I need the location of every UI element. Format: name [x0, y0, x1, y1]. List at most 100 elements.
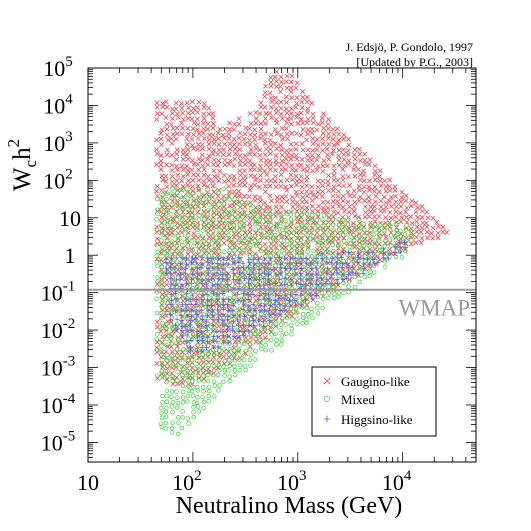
data-point: [361, 222, 367, 227]
data-point: [236, 233, 242, 238]
data-point: [340, 204, 346, 210]
data-point: [210, 359, 216, 365]
data-point: [201, 405, 206, 411]
data-point: [277, 301, 282, 307]
data-point: [165, 207, 171, 213]
data-point: [340, 166, 346, 172]
data-point: [366, 162, 372, 167]
data-point: [170, 378, 175, 384]
data-point: [331, 222, 336, 227]
data-point: [346, 284, 351, 289]
data-point: [257, 221, 262, 227]
data-point: [242, 320, 248, 326]
data-point: [356, 258, 361, 264]
data-point: [194, 116, 200, 122]
data-point: [210, 272, 216, 277]
data-point: [170, 420, 175, 425]
data-point: [399, 189, 405, 195]
data-point: [216, 388, 221, 393]
scatter-points: [154, 69, 450, 437]
data-point: [243, 326, 248, 331]
data-point: [393, 237, 398, 243]
data-point: [238, 158, 244, 164]
data-point: [169, 195, 174, 201]
data-point: [278, 74, 284, 80]
data-point: [334, 270, 340, 276]
data-point: [188, 322, 193, 328]
data-point: [335, 281, 340, 286]
data-point: [189, 388, 195, 394]
data-point: [184, 332, 190, 338]
data-point: [284, 222, 290, 228]
data-point: [288, 212, 293, 217]
data-point: [293, 141, 299, 147]
data-point: [310, 148, 316, 154]
data-point: [220, 266, 226, 271]
data-point: [160, 248, 165, 254]
data-point: [168, 204, 174, 210]
data-point: [256, 267, 262, 272]
data-point: [336, 147, 342, 153]
data-point: [258, 264, 263, 270]
data-point: [357, 242, 363, 248]
data-point: [174, 341, 179, 346]
data-point: [164, 399, 170, 404]
data-point: [273, 281, 278, 286]
data-point: [226, 207, 231, 212]
data-point: [154, 236, 160, 242]
data-point: [236, 357, 242, 362]
data-point: [154, 151, 160, 157]
data-point: [404, 205, 410, 211]
data-point: [309, 203, 315, 209]
data-point: [268, 162, 274, 168]
data-point: [221, 322, 227, 328]
data-point: [180, 228, 185, 234]
data-point: [180, 379, 185, 384]
data-point: [352, 156, 358, 162]
data-point: [387, 224, 393, 230]
data-point: [191, 146, 197, 152]
data-point: [205, 174, 211, 180]
data-point: [284, 110, 290, 116]
data-point: [210, 151, 216, 157]
data-point: [361, 261, 366, 267]
data-point: [170, 202, 175, 208]
data-point: [158, 153, 164, 158]
data-point: [288, 172, 294, 178]
data-point: [320, 178, 326, 184]
data-point: [174, 243, 180, 249]
data-point: [289, 243, 295, 249]
data-point: [205, 184, 211, 190]
data-point: [321, 125, 327, 131]
data-point: [216, 276, 221, 282]
data-point: [292, 298, 297, 303]
data-point: [174, 151, 179, 157]
data-point: [330, 148, 336, 154]
data-point: [283, 99, 289, 105]
data-point: [221, 209, 227, 214]
data-point: [242, 173, 248, 179]
data-point: [236, 329, 242, 334]
data-point: [404, 237, 410, 242]
data-point: [237, 313, 242, 319]
data-point: [179, 293, 185, 299]
data-point: [392, 193, 398, 199]
data-point: [155, 324, 161, 330]
data-point: [164, 393, 170, 399]
data-point: [314, 256, 319, 261]
data-point: [328, 281, 334, 287]
data-point: [315, 142, 321, 148]
data-point: [185, 172, 191, 178]
data-point: [349, 270, 355, 275]
data-point: [170, 355, 176, 361]
data-point: [331, 228, 336, 233]
data-point: [273, 232, 278, 238]
data-point: [227, 173, 233, 179]
data-point: [277, 84, 283, 90]
data-point: [206, 398, 211, 404]
data-point: [263, 347, 268, 353]
data-point: [154, 188, 160, 194]
data-point: [215, 251, 221, 257]
data-point: [300, 120, 306, 126]
tick-exponent: 4: [404, 468, 412, 484]
